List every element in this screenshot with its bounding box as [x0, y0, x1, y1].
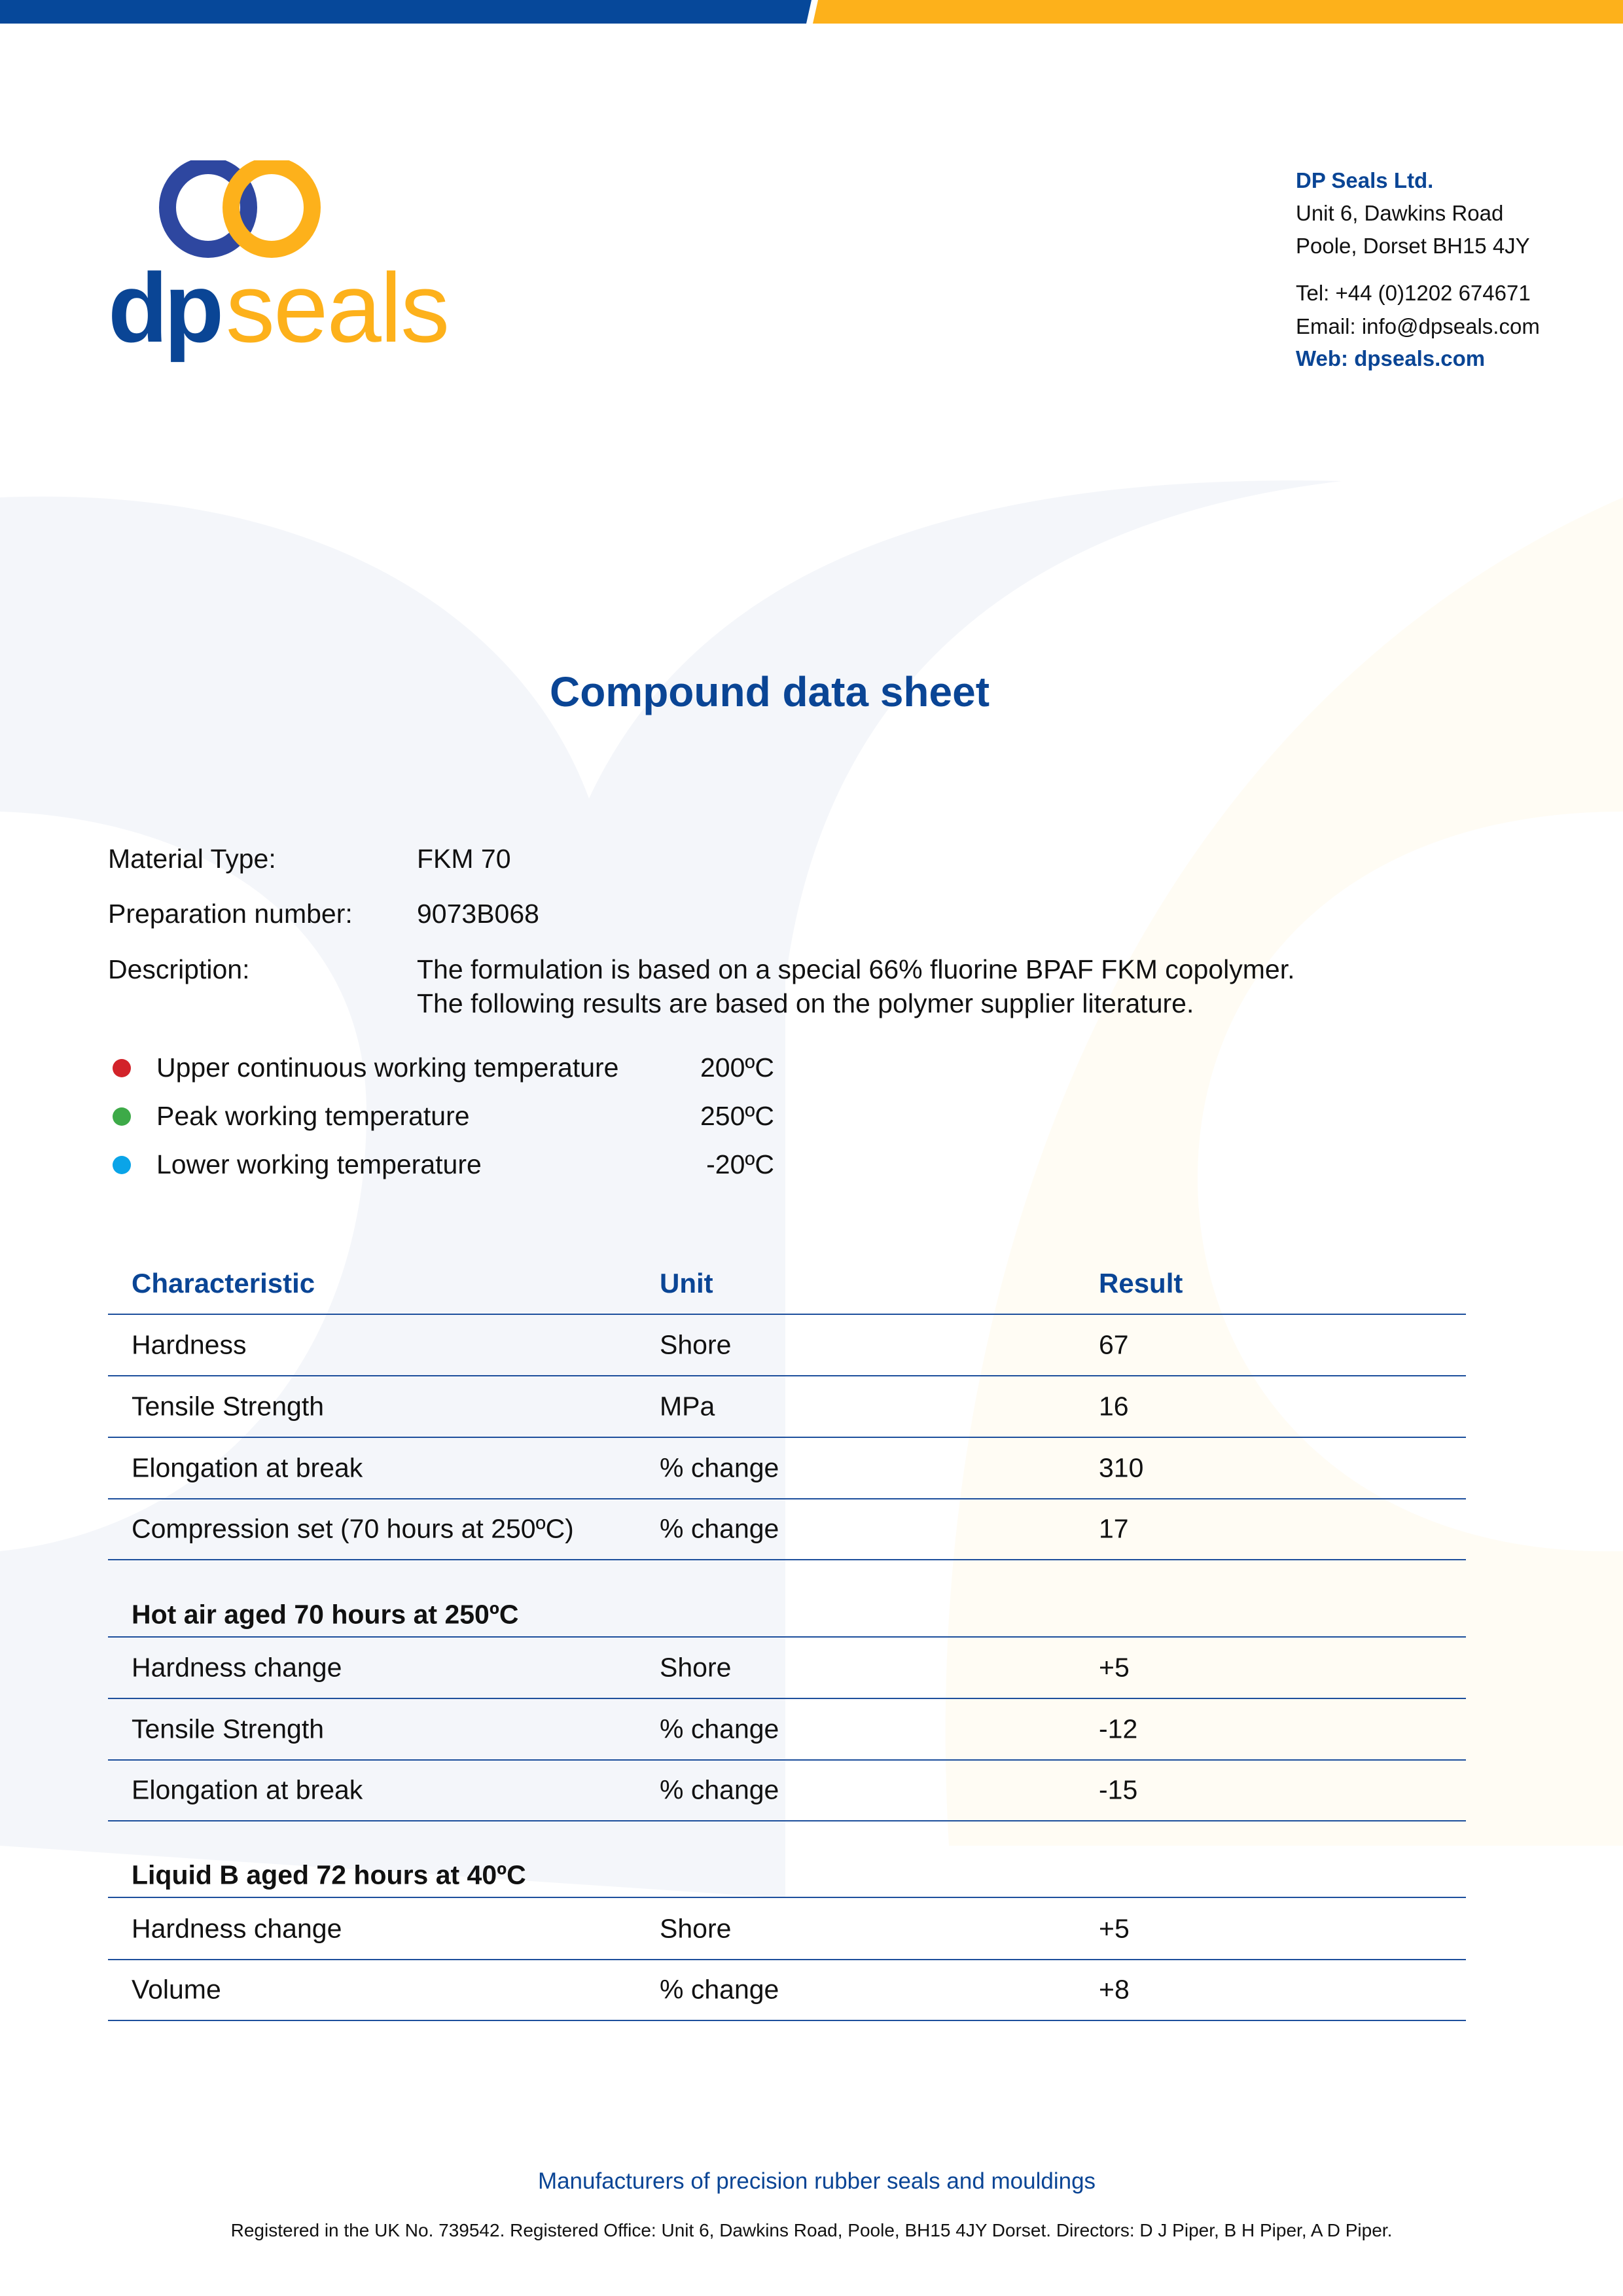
cell-characteristic: Tensile Strength	[132, 1391, 325, 1422]
header-result: Result	[1099, 1268, 1183, 1299]
section-title: Liquid B aged 72 hours at 40ºC	[132, 1859, 526, 1890]
top-color-bar	[0, 0, 1623, 24]
red-bullet-icon	[113, 1059, 131, 1077]
header-unit: Unit	[660, 1268, 713, 1299]
cell-characteristic: Hardness	[132, 1329, 247, 1360]
cell-result: -15	[1099, 1774, 1138, 1805]
table-row: Compression set (70 hours at 250ºC) % cha…	[108, 1499, 1466, 1560]
table-row: Hardness Shore 67	[108, 1315, 1466, 1376]
cell-result: 67	[1099, 1329, 1129, 1360]
company-name: DP Seals Ltd.	[1296, 168, 1434, 192]
table-row: Hardness change Shore +5	[108, 1638, 1466, 1699]
section-title: Hot air aged 70 hours at 250ºC	[132, 1599, 519, 1630]
temp-value-peak: 250ºC	[700, 1101, 774, 1131]
table-row: Elongation at break % change 310	[108, 1438, 1466, 1499]
dp-seals-logo: dp seals	[108, 160, 450, 370]
page-title: Compound data sheet	[549, 668, 990, 715]
cell-result: +8	[1099, 1974, 1130, 2005]
cell-characteristic: Hardness change	[132, 1652, 342, 1683]
address-line-2: Poole, Dorset BH15 4JY	[1296, 234, 1530, 258]
header-characteristic: Characteristic	[132, 1268, 315, 1299]
cell-characteristic: Elongation at break	[132, 1452, 363, 1483]
address-line-1: Unit 6, Dawkins Road	[1296, 201, 1504, 225]
email-link[interactable]: Email: info@dpseals.com	[1296, 314, 1540, 338]
table-header: Characteristic Unit Result	[108, 1253, 1466, 1315]
telephone: Tel: +44 (0)1202 674671	[1296, 281, 1531, 305]
web-link[interactable]: Web: dpseals.com	[1296, 346, 1486, 370]
cell-unit: % change	[660, 1713, 779, 1744]
preparation-number-value: 9073B068	[417, 899, 539, 929]
cell-result: 310	[1099, 1452, 1144, 1483]
table-row: Elongation at break % change -15	[108, 1760, 1466, 1821]
cell-characteristic: Tensile Strength	[132, 1713, 325, 1744]
cell-result: +5	[1099, 1913, 1130, 1944]
temp-value-upper: 200ºC	[700, 1052, 774, 1083]
footer-tagline: Manufacturers of precision rubber seals …	[537, 2168, 1096, 2194]
description-line-2: The following results are based on the p…	[417, 988, 1194, 1018]
description-label: Description:	[108, 954, 250, 984]
section-heading-liquid-b: Liquid B aged 72 hours at 40ºC	[108, 1842, 1466, 1898]
cell-unit: Shore	[660, 1652, 732, 1683]
preparation-number-label: Preparation number:	[108, 899, 353, 929]
cell-result: 17	[1099, 1513, 1129, 1544]
logo-rings-icon	[159, 160, 321, 258]
cell-unit: % change	[660, 1974, 779, 2005]
table-row: Volume % change +8	[108, 1960, 1466, 2021]
temp-label-upper: Upper continuous working temperature	[156, 1052, 619, 1083]
temp-label-peak: Peak working temperature	[156, 1101, 470, 1131]
cell-result: +5	[1099, 1652, 1130, 1683]
cell-unit: Shore	[660, 1913, 732, 1944]
logo-text-seals: seals	[226, 253, 450, 363]
table-row: Tensile Strength % change -12	[108, 1699, 1466, 1761]
green-bullet-icon	[113, 1107, 131, 1126]
material-type-value: FKM 70	[417, 844, 511, 874]
cell-unit: MPa	[660, 1391, 715, 1422]
cell-characteristic: Elongation at break	[132, 1774, 363, 1805]
table-row: Tensile Strength MPa 16	[108, 1376, 1466, 1438]
description-line-1: The formulation is based on a special 66…	[417, 954, 1295, 984]
temp-label-lower: Lower working temperature	[156, 1149, 482, 1179]
blue-bullet-icon	[113, 1156, 131, 1174]
cell-result: 16	[1099, 1391, 1129, 1422]
cell-result: -12	[1099, 1713, 1138, 1744]
cell-unit: % change	[660, 1774, 779, 1805]
cell-unit: Shore	[660, 1329, 732, 1360]
cell-characteristic: Volume	[132, 1974, 221, 2005]
temp-value-lower: -20ºC	[706, 1149, 774, 1179]
cell-characteristic: Compression set (70 hours at 250ºC)	[132, 1513, 574, 1544]
cell-unit: % change	[660, 1452, 779, 1483]
logo-text-dp: dp	[108, 253, 224, 363]
section-heading-hot-air: Hot air aged 70 hours at 250ºC	[108, 1582, 1466, 1638]
table-row: Hardness change Shore +5	[108, 1899, 1466, 1960]
footer-registered-info: Registered in the UK No. 739542. Registe…	[230, 2220, 1393, 2240]
cell-unit: % change	[660, 1513, 779, 1544]
cell-characteristic: Hardness change	[132, 1913, 342, 1944]
material-type-label: Material Type:	[108, 844, 276, 874]
